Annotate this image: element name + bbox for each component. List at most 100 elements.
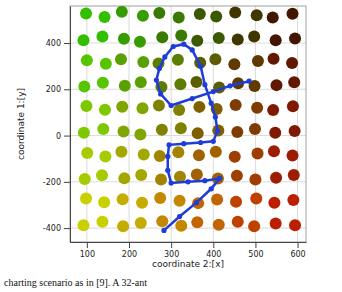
trajectory-point — [161, 228, 166, 233]
trajectory-point — [177, 214, 182, 219]
scatter-point — [232, 34, 244, 46]
scatter-point — [137, 56, 149, 68]
scatter-point — [232, 216, 244, 228]
scatter-point — [268, 197, 280, 209]
scatter-point — [119, 80, 131, 92]
scatter-point — [270, 172, 282, 184]
scatter-point — [81, 147, 93, 159]
scatter-point — [134, 36, 146, 48]
trajectory-point — [190, 47, 195, 52]
scatter-point — [249, 123, 261, 135]
tick: 200 — [122, 242, 137, 259]
scatter-point — [270, 217, 282, 229]
scatter-point — [117, 220, 129, 232]
scatter-point — [153, 7, 165, 19]
tick-label: 0 — [56, 132, 61, 141]
scatter-point — [136, 102, 148, 114]
scatter-points — [77, 6, 301, 232]
scatter-point — [190, 76, 202, 88]
trajectory-point — [215, 128, 220, 133]
scatter-point — [287, 149, 299, 161]
scatter-point — [287, 8, 299, 20]
trajectory-point — [247, 79, 252, 84]
scatter-point — [115, 146, 127, 158]
plot: 100200300400500600-400-2000200400 — [43, 6, 307, 259]
scatter-point — [99, 150, 111, 162]
scatter-point — [154, 150, 166, 162]
scatter-point — [172, 146, 184, 158]
tick: 200 — [46, 85, 70, 94]
trajectory-point — [165, 154, 170, 159]
scatter-point — [175, 122, 187, 134]
scatter-point — [191, 35, 203, 47]
scatter-point — [175, 220, 187, 232]
trajectory-point — [169, 180, 174, 185]
frame — [70, 6, 306, 242]
trajectory-point — [171, 44, 176, 49]
scatter-point — [249, 174, 261, 186]
tick-mark — [64, 89, 70, 90]
scatter-point — [230, 99, 242, 111]
scatter-point — [268, 145, 280, 157]
y-axis-title: coordinate 1:[y] — [16, 88, 26, 160]
scatter-point — [79, 173, 91, 185]
scatter-point — [115, 53, 127, 65]
scatter-point — [288, 169, 300, 181]
scatter-point — [210, 146, 222, 158]
tick: 400 — [206, 242, 221, 259]
scatter-point — [118, 125, 130, 137]
tick-mark — [64, 136, 70, 137]
scatter-point — [96, 216, 108, 228]
trajectory-point — [190, 96, 195, 101]
scatter-point — [117, 193, 129, 205]
trajectory-point — [181, 141, 186, 146]
scatter-point — [289, 125, 301, 137]
scatter-point — [77, 219, 89, 231]
grid-line-x — [171, 6, 172, 242]
scatter-point — [269, 127, 281, 139]
scatter-point — [78, 81, 90, 93]
scatter-point — [116, 101, 128, 113]
scatter-point — [211, 193, 223, 205]
scatter-point — [248, 220, 260, 232]
scatter-point — [251, 102, 263, 114]
scatter-point — [212, 124, 224, 136]
scatter-point — [156, 124, 168, 136]
scatter-point — [155, 174, 167, 186]
tick-label: 100 — [80, 250, 95, 259]
scatter-point — [81, 54, 93, 66]
trajectory-point — [213, 114, 218, 119]
scatter-point — [288, 76, 300, 88]
scatter-point — [193, 149, 205, 161]
grid — [70, 6, 306, 242]
scatter-point — [174, 195, 186, 207]
trajectory-point — [185, 179, 190, 184]
scatter-point — [287, 100, 299, 112]
scatter-point — [134, 128, 146, 140]
tick-label: 500 — [248, 250, 263, 259]
tick: -400 — [43, 224, 70, 233]
trajectory-point — [211, 139, 216, 144]
scatter-point — [251, 9, 263, 21]
scatter-point — [213, 32, 225, 44]
scatter-point — [153, 99, 165, 111]
tick-mark — [129, 242, 130, 248]
trajectory-point — [209, 186, 214, 191]
scatter-point — [252, 148, 264, 160]
scatter-point — [118, 33, 130, 45]
scatter-point — [77, 34, 89, 46]
scatter-point — [213, 219, 225, 231]
tick-mark — [255, 242, 256, 248]
trajectory-point — [162, 54, 167, 59]
scatter-point — [191, 168, 203, 180]
scatter-point — [97, 123, 109, 135]
x-axis: 100200300400500600 — [71, 242, 307, 259]
scatter-point — [137, 10, 149, 22]
scatter-point — [78, 127, 90, 139]
trajectory-point — [157, 66, 162, 71]
scatter-point — [173, 12, 185, 24]
x-axis-title: coordinate 2:[x] — [152, 259, 224, 269]
tick-mark — [213, 242, 214, 248]
trajectory-point — [181, 42, 186, 47]
tick-mark — [64, 228, 70, 229]
